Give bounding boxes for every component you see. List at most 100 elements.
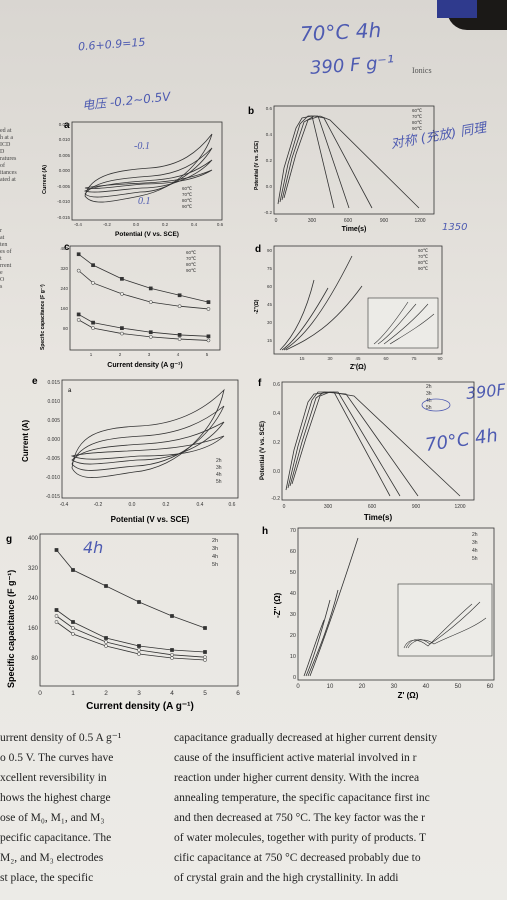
panel-label: f	[258, 378, 262, 389]
svg-text:-0.005: -0.005	[46, 456, 60, 462]
data-point	[170, 652, 174, 657]
panel-c-plot: c 60℃70℃ 80℃90℃ 400 320 240 160 80 1 2 3 4 5…	[40, 242, 221, 369]
svg-text:4h: 4h	[426, 398, 432, 404]
data-point	[206, 307, 211, 311]
svg-text:Potential (V vs. SCE): Potential (V vs. SCE)	[111, 515, 190, 524]
svg-text:2h: 2h	[426, 384, 432, 390]
data-point	[76, 252, 81, 257]
svg-text:0.2: 0.2	[162, 222, 169, 227]
svg-text:40: 40	[290, 591, 296, 597]
data-point	[120, 292, 124, 296]
handwritten-note: 1350	[442, 222, 468, 233]
handwritten-note: 0.1	[138, 196, 151, 207]
data-point	[76, 318, 81, 322]
svg-text:3h: 3h	[472, 540, 478, 546]
svg-text:-0.005: -0.005	[57, 184, 70, 189]
svg-text:5h: 5h	[216, 479, 222, 485]
data-point	[120, 326, 124, 330]
svg-text:3: 3	[148, 352, 151, 357]
svg-text:50: 50	[290, 570, 296, 576]
data-point	[137, 644, 141, 648]
svg-text:4: 4	[170, 690, 174, 697]
svg-text:90: 90	[267, 248, 273, 253]
data-point	[177, 337, 182, 341]
svg-text:0.015: 0.015	[59, 122, 71, 127]
svg-text:60℃: 60℃	[418, 248, 429, 253]
svg-text:90℃: 90℃	[412, 126, 423, 131]
svg-text:1200: 1200	[414, 218, 425, 224]
panel-label: c	[64, 242, 70, 253]
data-point	[206, 300, 211, 304]
svg-text:45: 45	[267, 302, 273, 307]
data-point	[148, 300, 153, 304]
svg-text:5h: 5h	[212, 562, 218, 568]
series-line-0	[56, 609, 206, 653]
svg-text:10: 10	[290, 654, 296, 660]
data-point	[71, 632, 75, 636]
svg-text:-0.2: -0.2	[103, 222, 111, 227]
data-point	[104, 640, 108, 644]
handwritten-note: 390 F g⁻¹	[309, 52, 395, 79]
panel-e: e a 2h 3h 4h 5h 0.015 0.010 0.005 0.000 -0.0…	[10, 372, 240, 532]
data-point	[76, 312, 81, 317]
data-point	[170, 614, 174, 618]
svg-text:0.6: 0.6	[266, 106, 273, 111]
svg-text:0.2: 0.2	[266, 158, 273, 163]
svg-text:40: 40	[423, 684, 430, 690]
svg-text:3h: 3h	[426, 391, 432, 397]
svg-text:70℃: 70℃	[418, 254, 429, 259]
data-point	[206, 338, 211, 343]
svg-text:60℃: 60℃	[186, 250, 197, 255]
svg-text:0.4: 0.4	[266, 132, 273, 137]
svg-text:2h: 2h	[216, 458, 222, 464]
data-point	[104, 636, 108, 640]
svg-text:320: 320	[28, 566, 39, 572]
data-point	[91, 326, 95, 330]
left-margin-text: ed at h at a ICD D ratures of itances ated a…	[0, 128, 17, 183]
svg-text:300: 300	[308, 218, 317, 224]
panel-f: f 2h 3h 4h 5h 0.6 0.4 0.2 0.0 -0.2 0 300 600 9…	[250, 370, 480, 530]
svg-text:60℃: 60℃	[412, 108, 423, 113]
svg-text:Current density (A g⁻¹): Current density (A g⁻¹)	[86, 701, 194, 712]
data-point	[71, 620, 75, 624]
svg-text:0.6: 0.6	[217, 222, 224, 227]
svg-text:60: 60	[487, 684, 494, 690]
handwritten-note: -0.1	[134, 141, 150, 152]
svg-text:70℃: 70℃	[182, 192, 193, 197]
svg-text:320: 320	[60, 266, 68, 271]
svg-text:30: 30	[327, 356, 333, 361]
svg-text:240: 240	[28, 596, 39, 602]
svg-text:0: 0	[275, 218, 278, 224]
svg-text:70℃: 70℃	[412, 114, 423, 119]
svg-text:Z' (Ω): Z' (Ω)	[398, 691, 419, 700]
panel-d: d 60℃ 70℃ 80℃ 90℃ 90 75 60 45 30 15	[250, 240, 450, 375]
svg-text:2: 2	[104, 690, 108, 697]
data-point	[71, 568, 75, 572]
svg-text:80℃: 80℃	[186, 262, 197, 267]
svg-text:-0.4: -0.4	[74, 222, 82, 227]
svg-text:5h: 5h	[426, 405, 432, 411]
panel-label: d	[255, 244, 261, 255]
svg-text:0: 0	[293, 675, 296, 681]
body-text-left: urrent density of 0.5 A g⁻¹ o 0.5 V. The …	[0, 732, 122, 884]
series-line-0	[78, 253, 209, 303]
svg-text:Time(s): Time(s)	[342, 226, 367, 233]
svg-text:15: 15	[267, 338, 273, 343]
data-point	[177, 304, 182, 309]
svg-text:Current (A): Current (A)	[21, 419, 30, 462]
svg-text:Specific capacitance (F g⁻¹): Specific capacitance (F g⁻¹)	[40, 284, 46, 350]
running-head: Ionics	[412, 66, 432, 75]
series-line-3	[56, 621, 206, 661]
panel-label: h	[262, 526, 268, 537]
data-point	[71, 626, 75, 630]
svg-text:Current (A): Current (A)	[42, 165, 48, 194]
svg-text:4h: 4h	[472, 548, 478, 554]
panel-label: e	[32, 376, 38, 387]
svg-text:-Z'' (Ω): -Z'' (Ω)	[273, 592, 282, 618]
svg-text:60: 60	[290, 549, 296, 555]
svg-text:3: 3	[137, 690, 141, 697]
panel-h-plot: h 2h 3h 4h 5h 70 60 50 40 30 20 10 0	[262, 526, 495, 700]
svg-text:1: 1	[71, 690, 75, 697]
